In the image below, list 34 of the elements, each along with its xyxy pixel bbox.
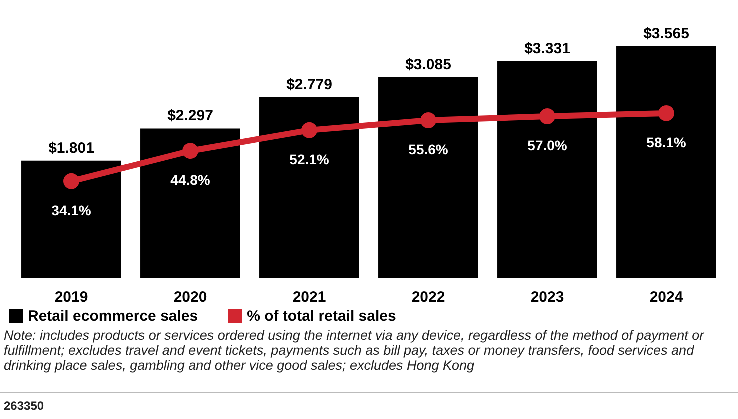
bar — [498, 61, 598, 278]
data-label: 58.1% — [646, 134, 687, 150]
data-label: 52.1% — [290, 151, 330, 168]
point — [64, 173, 80, 190]
x-tick-label: 2019 — [54, 289, 88, 306]
data-label: 34.1% — [52, 202, 92, 218]
data-label: $3.331 — [524, 40, 570, 58]
data-label: 57.0% — [528, 138, 568, 154]
x-tick-label: 2023 — [530, 289, 564, 306]
data-label: $1.801 — [48, 140, 94, 157]
legend-label: Retail ecommerce sales — [28, 308, 198, 325]
point — [540, 108, 556, 125]
legend-label: % of total retail sales — [247, 308, 396, 325]
point — [302, 122, 318, 138]
data-label: $2.779 — [286, 76, 332, 94]
data-label: $3.085 — [406, 56, 452, 74]
x-tick-label: 2021 — [292, 289, 326, 306]
data-label: $3.565 — [644, 25, 690, 42]
data-label: 44.8% — [170, 172, 211, 188]
x-tick-label: 2020 — [174, 289, 208, 306]
bar — [616, 46, 716, 278]
bar — [260, 97, 360, 278]
bar — [378, 77, 478, 278]
point — [658, 105, 674, 122]
point — [182, 143, 198, 160]
data-label: 55.6% — [408, 142, 449, 158]
point — [420, 112, 436, 129]
data-label: $2.297 — [168, 108, 214, 125]
x-tick-label: 2022 — [412, 289, 446, 306]
x-tick-label: 2024 — [650, 289, 684, 306]
text: 263350 — [4, 399, 44, 413]
text: Note: includes products or services ordered using the internet via any device, regardless of the method of payment or fulfillment; excludes travel and event tickets, payments such as bill pay, taxes or money transfers, food services and drinking place sales, gambling and other vice good sales; excludes Hong Kong — [4, 328, 708, 373]
bar — [140, 128, 240, 278]
bar — [22, 160, 122, 278]
